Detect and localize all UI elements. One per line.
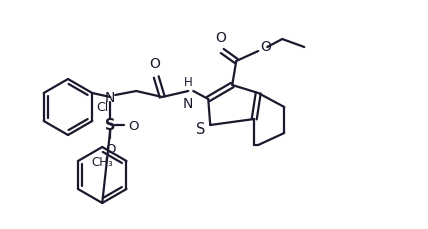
Text: O: O <box>149 57 160 71</box>
Text: N: N <box>183 97 193 111</box>
Text: CH₃: CH₃ <box>91 155 113 168</box>
Text: N: N <box>105 91 116 105</box>
Text: O: O <box>260 40 271 54</box>
Text: S: S <box>196 122 205 137</box>
Text: O: O <box>128 119 139 132</box>
Text: O: O <box>215 31 226 45</box>
Text: S: S <box>105 118 116 133</box>
Text: H: H <box>184 76 193 89</box>
Text: Cl: Cl <box>96 101 109 114</box>
Text: O: O <box>105 142 116 155</box>
